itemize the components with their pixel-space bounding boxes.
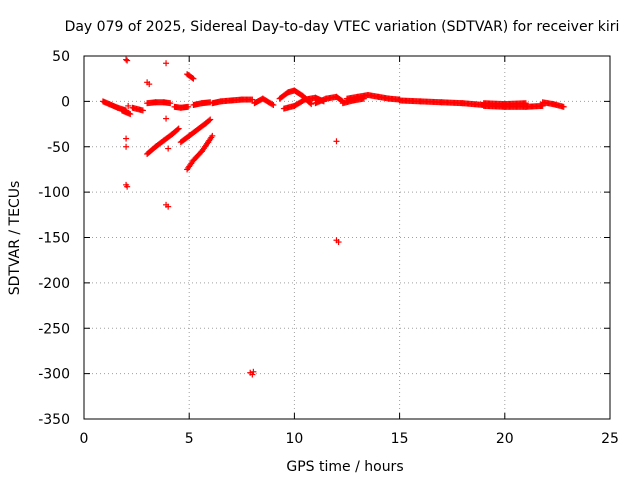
data-point: [333, 138, 340, 145]
y-tick-label: -350: [38, 412, 70, 428]
grid-lines: [84, 56, 610, 419]
y-tick-label: -100: [38, 185, 70, 201]
x-tick-labels: 0 5 10 15 20 25: [80, 431, 619, 447]
data-point: [163, 60, 170, 67]
data-point: [123, 143, 130, 150]
data-point: [270, 102, 277, 109]
data-point: [165, 145, 172, 152]
data-point: [146, 81, 153, 88]
x-tick-label: 10: [285, 431, 303, 447]
x-axis-label: GPS time / hours: [286, 459, 403, 475]
y-axis-label: SDTVAR / TECUs: [7, 181, 23, 296]
data-point: [335, 239, 342, 246]
y-tick-label: -300: [38, 367, 70, 383]
plot-frame: [83, 55, 611, 420]
x-tick-label: 25: [601, 431, 619, 447]
data-point: [124, 57, 131, 64]
y-tick-label: 0: [61, 94, 70, 110]
data-point: [123, 56, 130, 63]
data-point: [308, 101, 315, 108]
y-tick-labels: 50 0 -50 -100 -150 -200 -250 -300 -350: [38, 49, 70, 428]
data-point: [560, 103, 567, 110]
data-point: [206, 117, 213, 124]
data-point: [249, 96, 256, 103]
y-tick-label: -150: [38, 231, 70, 247]
x-tick-label: 0: [80, 431, 89, 447]
data-point: [167, 100, 174, 107]
y-tick-label: 50: [52, 49, 70, 65]
data-point: [185, 103, 192, 110]
x-tick-label: 20: [496, 431, 514, 447]
data-point: [249, 371, 256, 378]
data-point: [207, 116, 214, 123]
data-point: [189, 74, 196, 81]
data-point: [139, 107, 146, 114]
data-point: [125, 102, 132, 109]
data-point: [175, 125, 182, 132]
data-point: [190, 75, 197, 82]
data-point: [360, 95, 367, 102]
data-point: [269, 101, 276, 108]
data-point: [209, 132, 216, 139]
y-tick-label: -250: [38, 321, 70, 337]
data-point: [165, 203, 172, 210]
x-tick-label: 5: [185, 431, 194, 447]
data-point: [163, 115, 170, 122]
x-tick-label: 15: [391, 431, 409, 447]
data-points: [99, 56, 567, 378]
data-point: [127, 111, 134, 118]
data-point: [250, 368, 257, 375]
y-tick-label: -50: [47, 140, 70, 156]
data-point: [522, 100, 529, 107]
data-point: [124, 183, 131, 190]
data-point: [174, 126, 181, 133]
y-tick-label: -200: [38, 276, 70, 292]
chart-title: Day 079 of 2025, Sidereal Day-to-day VTE…: [65, 19, 620, 35]
data-point: [123, 135, 130, 142]
axis-ticks: [83, 55, 611, 420]
